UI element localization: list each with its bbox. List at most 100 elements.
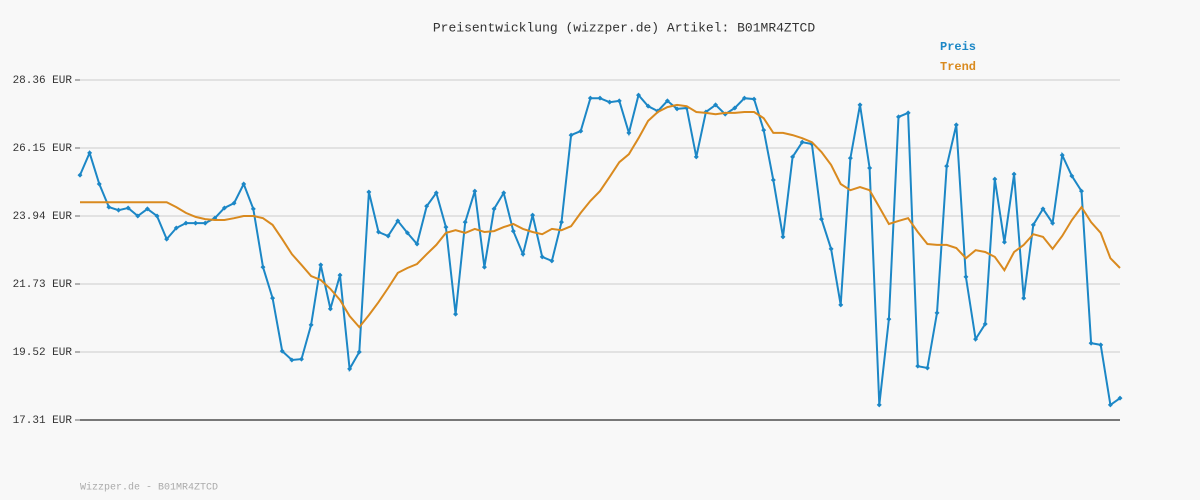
data-point bbox=[279, 348, 285, 354]
data-point bbox=[1021, 295, 1027, 301]
data-point bbox=[876, 402, 882, 408]
data-point bbox=[645, 103, 651, 109]
data-point bbox=[664, 98, 670, 104]
data-point bbox=[433, 190, 439, 196]
y-tick-label: 23.94 EUR bbox=[13, 211, 73, 223]
data-point bbox=[414, 241, 420, 247]
data-point bbox=[770, 177, 776, 183]
data-point bbox=[202, 220, 208, 226]
data-point bbox=[1050, 220, 1056, 226]
y-tick-label: 26.15 EUR bbox=[13, 143, 73, 155]
data-point bbox=[732, 105, 738, 111]
data-point bbox=[404, 230, 410, 236]
data-point bbox=[558, 219, 564, 225]
chart-title: Preisentwicklung (wizzper.de) Artikel: B… bbox=[433, 20, 815, 35]
data-point bbox=[1011, 171, 1017, 177]
data-point bbox=[366, 189, 372, 195]
data-point bbox=[838, 302, 844, 308]
data-point bbox=[135, 213, 141, 219]
data-point bbox=[790, 154, 796, 160]
data-point bbox=[751, 96, 757, 102]
y-tick-label: 21.73 EUR bbox=[13, 279, 73, 291]
data-point bbox=[741, 95, 747, 101]
data-point bbox=[578, 128, 584, 134]
data-point bbox=[298, 356, 304, 362]
data-point bbox=[896, 114, 902, 120]
y-tick-label: 17.31 EUR bbox=[13, 415, 73, 427]
data-point bbox=[289, 357, 295, 363]
data-point bbox=[125, 205, 131, 211]
data-point bbox=[1059, 152, 1065, 158]
data-point bbox=[183, 220, 189, 226]
data-point bbox=[144, 206, 150, 212]
data-point bbox=[915, 363, 921, 369]
data-point bbox=[1030, 222, 1036, 228]
legend-label: Preis bbox=[940, 40, 976, 54]
data-point bbox=[337, 272, 343, 278]
data-point bbox=[116, 207, 122, 213]
data-point bbox=[568, 132, 574, 138]
data-point bbox=[173, 225, 179, 231]
data-point bbox=[154, 213, 160, 219]
data-point bbox=[376, 229, 382, 235]
data-point bbox=[1078, 188, 1084, 194]
data-point bbox=[1001, 239, 1007, 245]
data-point bbox=[250, 206, 256, 212]
data-point bbox=[106, 204, 112, 210]
data-point bbox=[1107, 402, 1113, 408]
data-point bbox=[934, 310, 940, 316]
data-point bbox=[828, 246, 834, 252]
data-point bbox=[501, 190, 507, 196]
data-point bbox=[818, 216, 824, 222]
data-point bbox=[963, 274, 969, 280]
data-point bbox=[462, 219, 468, 225]
data-point bbox=[385, 233, 391, 239]
data-point bbox=[520, 251, 526, 257]
data-point bbox=[607, 99, 613, 105]
data-point bbox=[424, 203, 430, 209]
data-point bbox=[905, 110, 911, 116]
data-point bbox=[973, 336, 979, 342]
data-point bbox=[231, 200, 237, 206]
data-point bbox=[453, 311, 459, 317]
data-point bbox=[193, 220, 199, 226]
data-point bbox=[713, 102, 719, 108]
data-point bbox=[924, 365, 930, 371]
data-point bbox=[549, 258, 555, 264]
data-point bbox=[96, 181, 102, 187]
data-point bbox=[308, 322, 314, 328]
data-point bbox=[87, 150, 93, 156]
data-point bbox=[857, 102, 863, 108]
data-point bbox=[1088, 340, 1094, 346]
data-point bbox=[1069, 173, 1075, 179]
data-point bbox=[356, 349, 362, 355]
data-point bbox=[164, 236, 170, 242]
data-point bbox=[626, 130, 632, 136]
data-point bbox=[241, 181, 247, 187]
data-point bbox=[587, 95, 593, 101]
data-point bbox=[1098, 342, 1104, 348]
data-point bbox=[77, 172, 83, 178]
data-point bbox=[1117, 395, 1123, 401]
data-point bbox=[481, 264, 487, 270]
data-point bbox=[992, 176, 998, 182]
data-point bbox=[443, 224, 449, 230]
data-point bbox=[953, 122, 959, 128]
data-point bbox=[260, 264, 266, 270]
data-point bbox=[491, 206, 497, 212]
data-point bbox=[395, 218, 401, 224]
legend-label: Trend bbox=[940, 60, 976, 74]
data-point bbox=[270, 295, 276, 301]
data-point bbox=[597, 95, 603, 101]
data-point bbox=[327, 306, 333, 312]
data-point bbox=[867, 165, 873, 171]
data-point bbox=[530, 212, 536, 218]
data-point bbox=[799, 139, 805, 145]
data-point bbox=[780, 234, 786, 240]
series-line bbox=[80, 103, 1121, 329]
data-point bbox=[472, 188, 478, 194]
y-tick-label: 19.52 EUR bbox=[13, 347, 73, 359]
data-point bbox=[886, 316, 892, 322]
